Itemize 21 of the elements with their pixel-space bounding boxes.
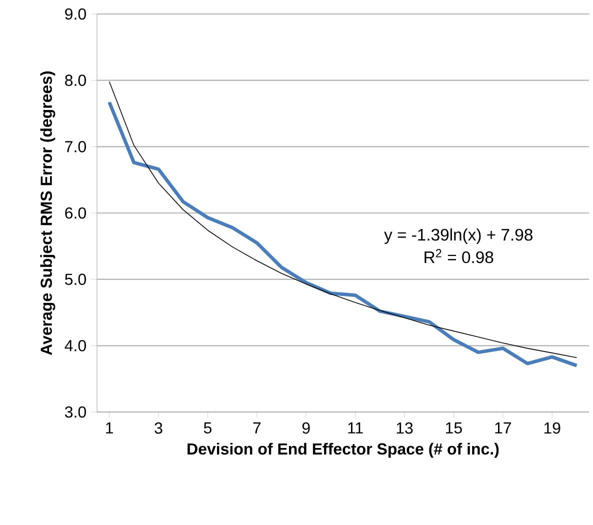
x-tick-label: 19 [544, 422, 560, 434]
x-tick-label: 17 [495, 422, 511, 434]
x-tick-label: 15 [446, 422, 462, 434]
annotation: y = -1.39ln(x) + 7.98 [384, 228, 532, 244]
y-tick-label: 6.0 [65, 207, 86, 219]
x-tick-label: 11 [348, 422, 363, 434]
x-axis-title: Devision of End Effector Space (# of inc.) [188, 442, 499, 458]
y-tick-label: 3.0 [64, 406, 86, 418]
x-tick-label: 13 [396, 422, 413, 434]
annotation: R$^{2}$ = 0.98 [424, 249, 494, 264]
x-tick-label: 1 [106, 422, 113, 434]
y-tick-label: 5.0 [65, 274, 86, 285]
x-tick-label: 9 [302, 422, 310, 434]
y-tick-label: 8.0 [65, 74, 86, 86]
y-tick-label: 7.0 [65, 141, 86, 152]
x-tick-label: 5 [204, 422, 212, 434]
x-tick-label: 3 [154, 422, 162, 434]
x-tick-label: 7 [253, 422, 261, 434]
y-axis-title: Average Subject RMS Error (degrees) [40, 71, 56, 356]
y-tick-label: 9.0 [65, 8, 86, 20]
y-tick-label: 4.0 [64, 340, 86, 352]
